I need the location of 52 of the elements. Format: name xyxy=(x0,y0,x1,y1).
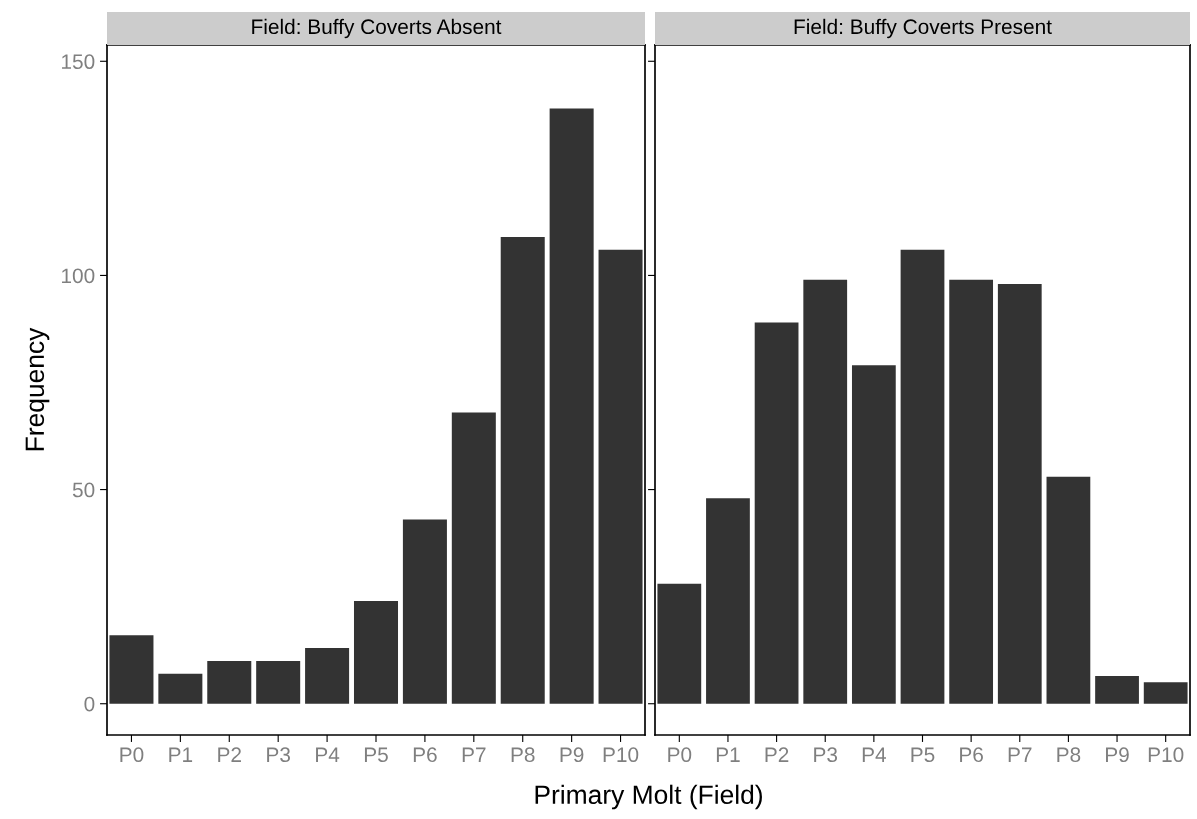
x-axis-title: Primary Molt (Field) xyxy=(535,784,762,810)
bar xyxy=(997,283,1042,704)
bar xyxy=(706,498,750,704)
x-tick-label: P6 xyxy=(960,747,983,763)
x-tick-label: P9 xyxy=(1106,747,1129,763)
x-tick-label: P1 xyxy=(716,747,740,762)
chart-title: Field: Buffy Coverts Absent xyxy=(252,18,502,39)
x-tick-label: P7 xyxy=(462,747,486,762)
bar xyxy=(305,648,350,704)
x-tick-label: P2 xyxy=(218,747,241,762)
bar xyxy=(1143,682,1188,704)
bar xyxy=(949,279,994,704)
x-tick-label: P0 xyxy=(120,747,144,763)
x-tick-label: P5 xyxy=(364,747,388,763)
bar xyxy=(402,519,447,704)
bar xyxy=(500,236,545,704)
bar xyxy=(353,600,399,704)
x-tick-label: P7 xyxy=(1008,747,1032,762)
x-tick-label: P4 xyxy=(862,747,886,762)
y-tick-label: 150 xyxy=(62,54,95,70)
x-tick-label: P8 xyxy=(511,747,535,763)
x-tick-label: P2 xyxy=(765,747,789,762)
y-tick-label: 0 xyxy=(84,696,95,712)
bar xyxy=(158,673,203,704)
bar xyxy=(207,660,252,704)
x-tick-label: P0 xyxy=(668,747,692,763)
x-tick-label: P10 xyxy=(603,747,639,763)
bar xyxy=(803,279,848,704)
y-tick-label: 50 xyxy=(72,482,95,498)
y-tick-label: 100 xyxy=(62,268,95,284)
chart-title: Field: Buffy Coverts Present xyxy=(794,18,1052,39)
bar xyxy=(657,583,702,704)
bar xyxy=(900,249,945,704)
x-tick-label: P6 xyxy=(413,747,437,763)
x-tick-label: P1 xyxy=(169,747,193,762)
bar xyxy=(851,365,896,704)
bar xyxy=(109,635,154,704)
x-tick-label: P5 xyxy=(911,747,935,763)
bar xyxy=(754,322,799,704)
bar xyxy=(598,249,643,704)
bar xyxy=(451,412,496,704)
bar xyxy=(1046,476,1091,704)
x-tick-label: P4 xyxy=(316,747,340,762)
bar xyxy=(1095,675,1139,704)
x-tick-label: P8 xyxy=(1057,747,1081,763)
bar xyxy=(549,108,594,704)
y-axis-title: Frequency xyxy=(25,327,50,451)
x-tick-label: P3 xyxy=(267,747,291,763)
x-tick-label: P9 xyxy=(560,747,584,763)
x-tick-label: P10 xyxy=(1148,747,1184,763)
bar xyxy=(256,660,301,704)
x-tick-label: P3 xyxy=(814,747,838,763)
